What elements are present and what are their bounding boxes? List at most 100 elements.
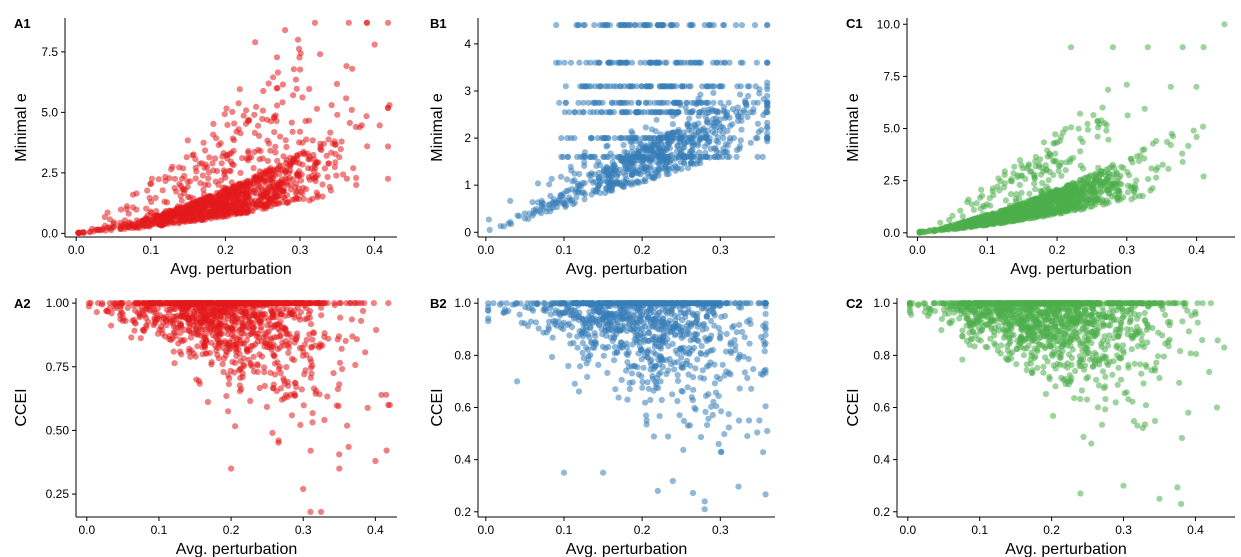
data-point (1179, 150, 1186, 157)
data-point (603, 143, 610, 150)
y-tick-label: 2 (464, 131, 471, 145)
data-point (192, 353, 199, 360)
data-point (591, 22, 598, 29)
data-point (290, 66, 297, 73)
data-point (534, 199, 542, 206)
data-point (259, 155, 266, 162)
data-point (618, 135, 625, 142)
data-point (273, 200, 280, 208)
data-point (274, 157, 281, 164)
data-point (243, 337, 250, 344)
data-point (594, 135, 601, 142)
data-point (282, 137, 289, 144)
data-point (287, 167, 294, 174)
data-point (1179, 158, 1186, 165)
data-point (576, 109, 583, 116)
data-point (1200, 173, 1207, 180)
data-point (1025, 162, 1032, 170)
data-point (160, 211, 167, 218)
x-tick-label: 0.0 (68, 243, 85, 257)
data-point (386, 102, 393, 109)
data-point (642, 124, 649, 131)
data-point (647, 59, 655, 66)
data-point (553, 22, 560, 29)
data-point (171, 360, 178, 367)
data-point (663, 159, 670, 167)
data-point (625, 164, 633, 171)
data-point (700, 153, 707, 160)
data-point (566, 109, 573, 116)
data-point (205, 212, 212, 219)
x-axis-title: Avg. perturbation (170, 261, 292, 278)
data-point (649, 145, 656, 152)
data-point (324, 393, 331, 400)
data-point (274, 165, 281, 172)
y-tick-label: 2.5 (883, 174, 900, 188)
data-point (239, 155, 246, 162)
data-point (642, 178, 649, 185)
data-point (1124, 182, 1132, 189)
data-point (298, 386, 305, 393)
data-point (364, 404, 371, 411)
data-point (269, 184, 276, 191)
data-point (228, 325, 235, 332)
data-point (1124, 112, 1131, 119)
data-point (617, 156, 624, 163)
data-point (1159, 161, 1166, 168)
data-point (293, 85, 300, 92)
data-point (1007, 191, 1015, 198)
data-point (1075, 125, 1082, 132)
data-point (117, 206, 124, 213)
data-point (214, 168, 221, 175)
data-point (699, 83, 706, 90)
data-point (737, 59, 744, 66)
data-point (317, 140, 324, 147)
data-point (193, 199, 200, 206)
data-point (280, 377, 288, 384)
data-point (226, 210, 234, 217)
data-point (197, 180, 204, 187)
data-point (205, 197, 212, 204)
x-tick-label: 0.1 (556, 243, 573, 257)
data-point (236, 382, 243, 389)
data-point (384, 143, 392, 150)
data-point (101, 213, 108, 221)
data-point (1052, 131, 1059, 138)
data-point (1092, 172, 1099, 179)
data-point (750, 99, 757, 106)
data-point (659, 135, 666, 142)
data-point (237, 169, 244, 176)
data-point (1094, 117, 1101, 124)
data-point (1221, 21, 1228, 28)
data-point (243, 179, 250, 187)
data-point (1018, 172, 1025, 179)
data-point (190, 151, 197, 158)
data-point (1120, 164, 1127, 172)
data-point (1016, 200, 1023, 208)
data-point (762, 109, 769, 116)
data-point (200, 305, 207, 312)
data-point (635, 99, 643, 106)
data-point (258, 175, 265, 182)
data-point (263, 180, 270, 187)
x-tick-label: 0.3 (292, 243, 309, 257)
data-point (173, 188, 180, 195)
data-point (205, 175, 212, 182)
data-point (311, 19, 318, 26)
data-point (611, 135, 618, 142)
data-point (1199, 123, 1207, 130)
data-point (764, 59, 771, 66)
data-point (678, 135, 685, 142)
data-point (1068, 124, 1075, 131)
data-point (128, 334, 135, 341)
data-point (270, 314, 277, 321)
data-point (271, 129, 278, 136)
data-point (542, 205, 549, 212)
data-point (668, 109, 675, 116)
data-point (558, 135, 565, 142)
data-point (1128, 196, 1135, 203)
data-point (1082, 198, 1089, 205)
data-point (1077, 135, 1084, 142)
data-point (738, 126, 745, 133)
data-point (384, 175, 392, 182)
